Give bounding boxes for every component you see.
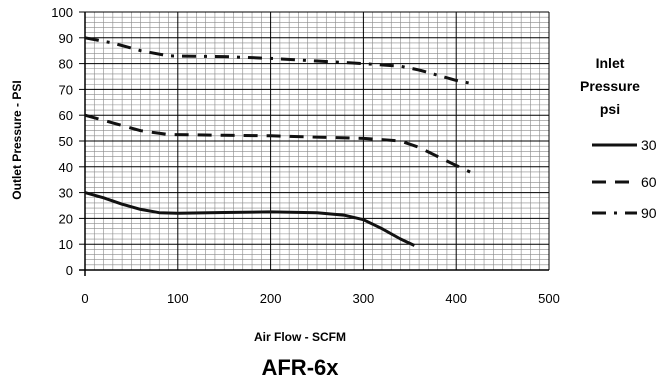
chart-title: AFR-6x bbox=[261, 355, 339, 380]
legend-title-line-2: Pressure bbox=[580, 78, 640, 94]
series-lines bbox=[84, 36, 476, 247]
tick-labels: 0 10 20 30 40 50 60 70 80 90 100 0 100 200 300 400 500 bbox=[51, 5, 560, 306]
series-line-60 bbox=[84, 113, 471, 174]
y-tick-label: 40 bbox=[59, 160, 73, 175]
x-tick-label: 500 bbox=[538, 291, 560, 306]
y-tick-label: 30 bbox=[59, 186, 73, 201]
legend-title-line-3: psi bbox=[600, 101, 620, 117]
legend-label-90: 90 bbox=[641, 205, 657, 221]
y-tick-label: 10 bbox=[59, 237, 73, 252]
series-line-90 bbox=[84, 36, 476, 86]
y-tick-label: 90 bbox=[59, 31, 73, 46]
y-tick-label: 50 bbox=[59, 134, 73, 149]
x-axis-title: Air Flow - SCFM bbox=[254, 330, 346, 344]
x-tick-label: 200 bbox=[260, 291, 282, 306]
legend-items: 30 60 90 bbox=[592, 137, 657, 221]
x-tick-label: 400 bbox=[445, 291, 467, 306]
x-tick-label: 0 bbox=[81, 291, 88, 306]
axes bbox=[79, 11, 549, 276]
y-tick-label: 0 bbox=[66, 263, 73, 278]
y-tick-label: 20 bbox=[59, 211, 73, 226]
x-tick-label: 300 bbox=[353, 291, 375, 306]
legend-title-line-1: Inlet bbox=[596, 55, 625, 71]
y-tick-label: 60 bbox=[59, 108, 73, 123]
legend-label-60: 60 bbox=[641, 174, 657, 190]
y-tick-label: 80 bbox=[59, 57, 73, 72]
y-tick-label: 100 bbox=[51, 5, 73, 20]
legend: Inlet Pressure psi 30 60 90 bbox=[580, 55, 657, 221]
legend-label-30: 30 bbox=[641, 137, 657, 153]
x-tick-label: 100 bbox=[167, 291, 189, 306]
y-tick-label: 70 bbox=[59, 82, 73, 97]
y-axis-title: Outlet Pressure - PSI bbox=[10, 80, 24, 199]
series-line-30 bbox=[84, 191, 416, 247]
